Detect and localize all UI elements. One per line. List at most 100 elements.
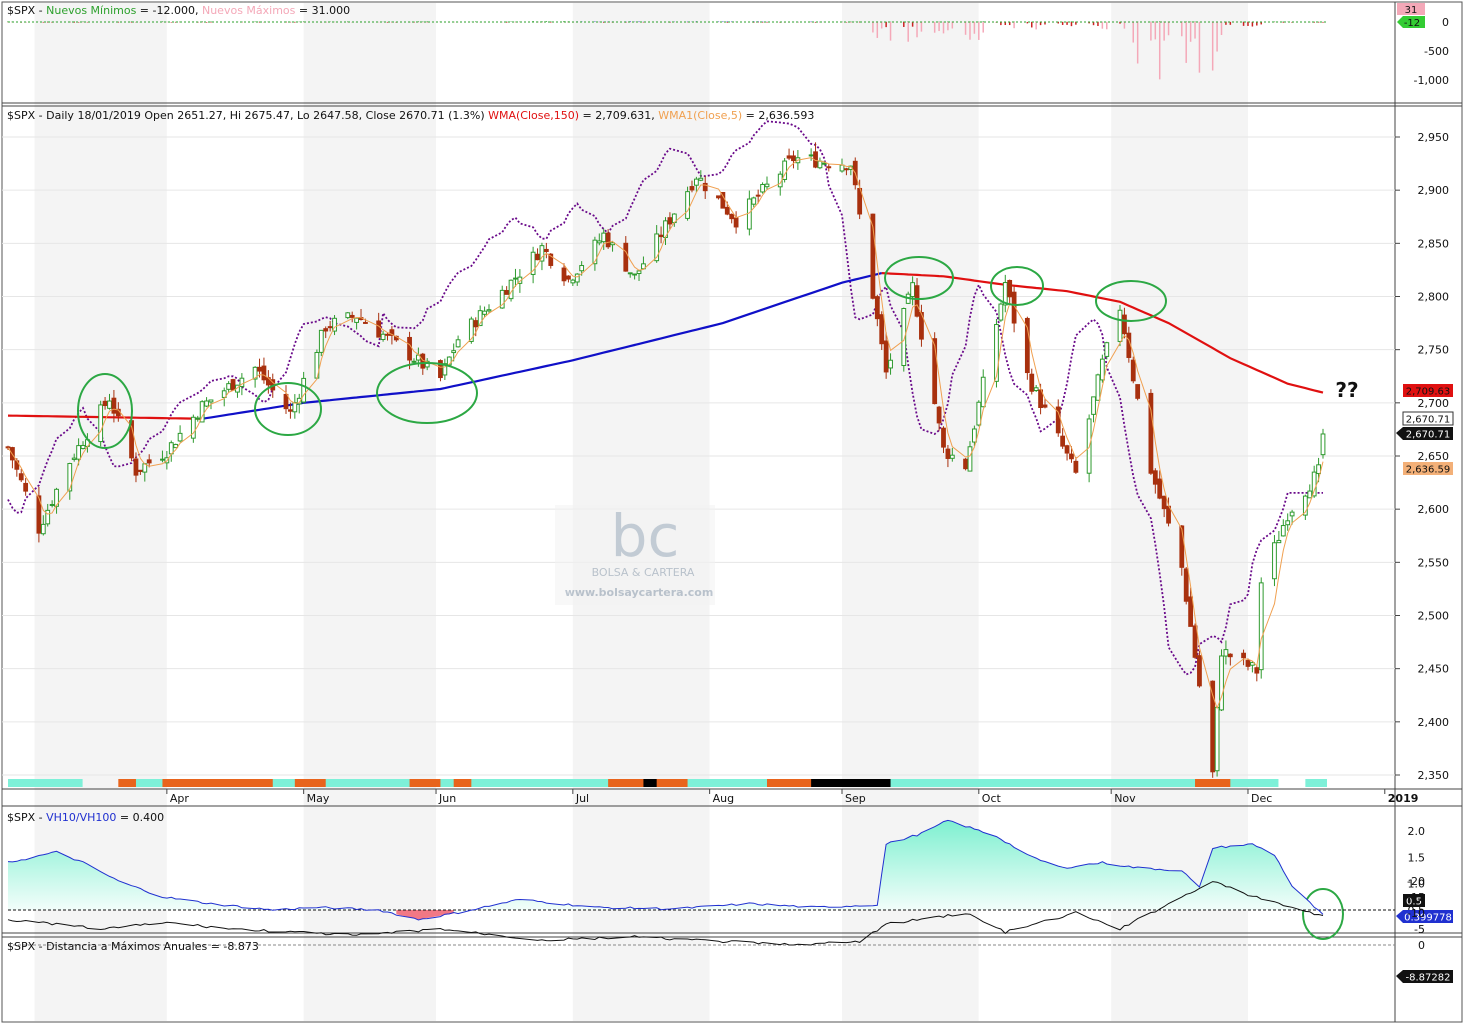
candle-body [936, 406, 942, 424]
breadth-y-tick: -500 [1424, 45, 1449, 58]
candle-body [1104, 342, 1110, 357]
candle-body [385, 333, 390, 336]
x-tick-label: 2019 [1388, 792, 1419, 805]
candle-body [442, 363, 448, 376]
candle-body [349, 314, 355, 318]
candle-body [658, 234, 664, 238]
vh-level-badge [1403, 894, 1425, 907]
x-tick-label: Aug [713, 792, 734, 805]
x-tick-label: May [307, 792, 330, 805]
candle-body [566, 275, 571, 280]
candle-body [901, 308, 907, 367]
candle-body [486, 309, 492, 312]
candle-body [1188, 596, 1194, 627]
candle-body [1024, 317, 1030, 374]
breadth-bottom-badge-text: -12 [1404, 18, 1420, 29]
candle-body [570, 279, 576, 284]
candle-body [627, 272, 633, 275]
wma5-line [7, 157, 1324, 710]
candle-body [323, 328, 329, 332]
candle-body [376, 320, 382, 338]
vh-value-badge [1396, 910, 1453, 923]
trend-strip [8, 779, 1327, 787]
dotted-line [7, 120, 1323, 676]
candle-body [1029, 373, 1035, 392]
candle-body [667, 217, 673, 225]
trend-strip-segment [440, 779, 458, 787]
candle-body [1249, 662, 1255, 666]
candle-body [226, 383, 232, 390]
candle-body [1192, 625, 1198, 658]
candle-body [45, 509, 51, 525]
trend-strip-segment [1195, 779, 1235, 787]
candle-body [548, 253, 554, 266]
candle-body [1007, 279, 1013, 298]
candle-body [513, 277, 518, 280]
trend-strip-segment [766, 779, 816, 787]
candle-body [36, 495, 42, 534]
candle-body [610, 242, 615, 246]
trend-strip-segment [1305, 779, 1327, 787]
price-header: $SPX - Daily 18/01/2019 Open 2651.27, Hi… [7, 109, 814, 122]
candle-body [504, 290, 510, 295]
candle-body [1210, 680, 1216, 773]
x-tick-label: Sep [845, 792, 866, 805]
candle-body [919, 312, 924, 340]
wma5-badge [1403, 462, 1453, 475]
candle-body [239, 377, 245, 387]
candle-body [698, 177, 704, 181]
candle-body [1002, 282, 1008, 306]
candle-body [535, 253, 540, 261]
candle-body [1135, 384, 1141, 399]
dist-y-axis: 0 -5 -10 -15 -20 [1407, 875, 1425, 952]
candle-body [468, 318, 474, 342]
candle-body [1117, 309, 1123, 342]
candle-body [967, 446, 973, 472]
candle-body [786, 155, 792, 159]
candle-body [702, 182, 708, 192]
candle-body [102, 400, 108, 407]
close-badge-b-text: 2,670.71 [1406, 430, 1451, 441]
trend-strip-segment [471, 779, 613, 787]
candle-body [67, 463, 73, 492]
trend-strip-segment [608, 779, 648, 787]
candle-body [252, 366, 258, 380]
candle-body [1289, 511, 1295, 517]
dist-y-tick: -20 [1407, 875, 1425, 888]
candle-body [1302, 495, 1308, 516]
candle-body [80, 444, 86, 450]
candle-body [945, 448, 951, 459]
watermark: bc BOLSA & CARTERA www.bolsaycartera.com [555, 502, 715, 605]
candle-body [579, 265, 585, 272]
wma5-badge-text: 2,636.59 [1406, 465, 1451, 476]
price-y-tick: 2,750 [1418, 344, 1450, 357]
candle-body [971, 428, 977, 443]
close-badge-a-text: 2,670.71 [1406, 415, 1451, 426]
trend-strip-segment [325, 779, 414, 787]
trend-strip-segment [453, 779, 476, 787]
price-y-axis: 2,950 2,900 2,850 2,800 2,750 2,700 2,650 2,600… [1395, 131, 1449, 782]
candle-body [133, 458, 139, 476]
candle-body [716, 195, 721, 199]
candle-body [1033, 387, 1039, 392]
candle-body [208, 399, 214, 403]
candle-body [18, 473, 24, 481]
candle-body [791, 155, 796, 162]
dist-y-tick: -15 [1407, 891, 1425, 904]
candle-body [963, 458, 968, 470]
candle-body [318, 329, 324, 353]
candle-body [976, 401, 982, 426]
breadth-header: $SPX - Nuevos Mínimos = -12.000, Nuevos … [7, 4, 350, 17]
price-y-tick: 2,650 [1418, 450, 1450, 463]
candle-body [601, 232, 607, 243]
price-y-tick: 2,950 [1418, 131, 1450, 144]
candle-body [146, 459, 152, 464]
candle-body [1276, 539, 1282, 544]
candle-body [363, 321, 368, 324]
breadth-y-axis: 0 -500 -1,000 [1414, 16, 1449, 87]
candle-body [1073, 460, 1079, 473]
wma150-badge [1403, 384, 1453, 397]
candle-body [1245, 660, 1251, 667]
candle-body [592, 239, 598, 265]
trend-strip-segment [1230, 779, 1279, 787]
